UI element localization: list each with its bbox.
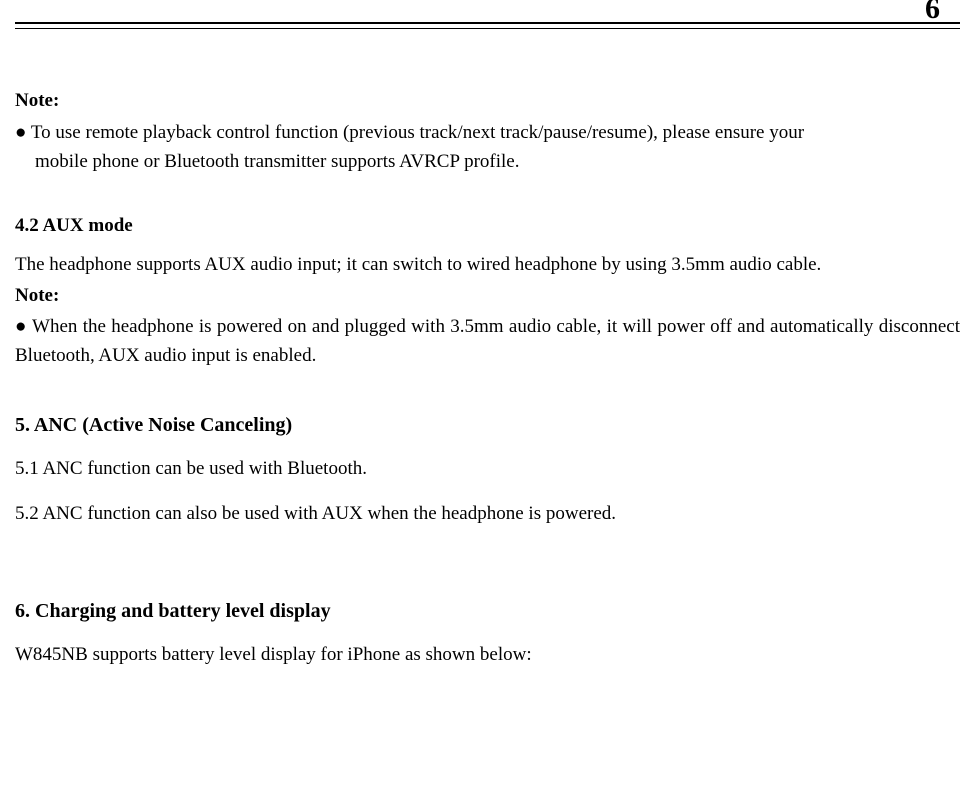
body-4-2: The headphone supports AUX audio input; … [15,251,960,280]
section-6: 6. Charging and battery level display W8… [15,600,960,670]
note-body-4-2: ● When the headphone is powered on and p… [15,313,960,370]
para-5-2: 5.2 ANC function can also be used with A… [15,500,960,529]
para-6-1: W845NB supports battery level display fo… [15,641,960,670]
heading-4-2: 4.2 AUX mode [15,215,960,237]
header-rule-top [15,22,960,24]
header-rule-bottom [15,28,960,29]
page-header: 6 [15,0,960,40]
note-bullet-line1: ● To use remote playback control functio… [15,122,804,143]
para-5-1: 5.1 ANC function can be used with Blueto… [15,455,960,484]
heading-5: 5. ANC (Active Noise Canceling) [15,414,960,437]
note-block-1: Note: ● To use remote playback control f… [15,90,960,177]
heading-6: 6. Charging and battery level display [15,600,960,623]
note-label-4-2: Note: [15,285,960,307]
section-5: 5. ANC (Active Noise Canceling) 5.1 ANC … [15,414,960,528]
note-bullet-line2: mobile phone or Bluetooth transmitter su… [15,147,960,176]
note-label: Note: [15,90,960,112]
note-bullet-1: ● To use remote playback control functio… [15,118,960,177]
section-4-2: 4.2 AUX mode The headphone supports AUX … [15,215,960,371]
